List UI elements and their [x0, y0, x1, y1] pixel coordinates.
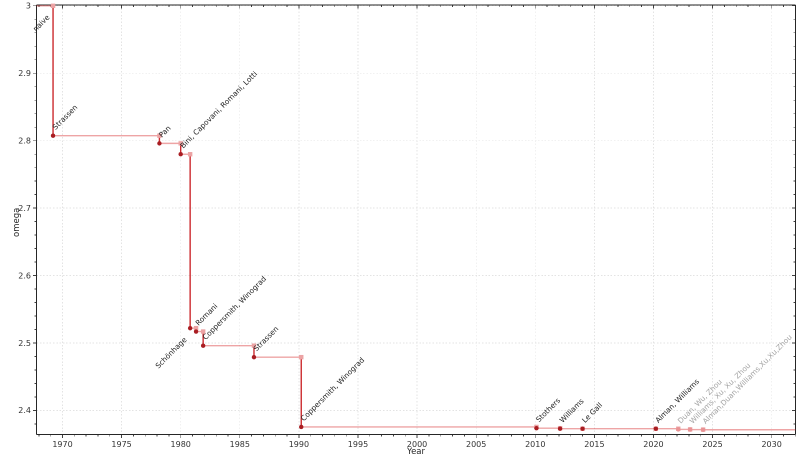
- point-label: Strassen: [51, 103, 80, 132]
- x-tick-label: 2025: [702, 440, 722, 449]
- y-tick-label: 3: [26, 2, 31, 11]
- step-corner-marker: [193, 325, 199, 331]
- y-tick-label: 2.7: [18, 204, 31, 213]
- data-point-marker: [251, 354, 257, 360]
- x-tick-label: 1995: [348, 440, 368, 449]
- point-label: naive: [31, 13, 52, 34]
- point-label: Williams, Xu, Xu, Zhou: [688, 361, 753, 426]
- x-tick-label: 2015: [584, 440, 604, 449]
- x-tick-label: 2030: [761, 440, 781, 449]
- x-tick-label: 1970: [52, 440, 72, 449]
- data-point-marker: [687, 427, 693, 432]
- step-corner-marker: [157, 133, 162, 138]
- y-tick-label: 2.4: [18, 406, 31, 415]
- y-tick-label: 2.6: [18, 271, 31, 280]
- data-point-marker: [157, 141, 162, 146]
- step-corner-marker: [251, 343, 257, 348]
- y-tick-label: 2.5: [18, 339, 31, 348]
- data-point-marker: [178, 152, 183, 157]
- x-tick-label: 2020: [643, 440, 663, 449]
- step-corner-marker: [187, 152, 193, 157]
- x-tick-label: 2000: [407, 440, 427, 449]
- point-label: Bini, Capovani, Romani, Lotti: [178, 69, 259, 150]
- data-point-marker: [299, 424, 304, 430]
- data-point-marker: [676, 427, 681, 432]
- x-tick-label: 1975: [111, 440, 131, 449]
- x-tick-label: 1985: [230, 440, 250, 449]
- y-axis-title: omega: [12, 207, 22, 237]
- step-corner-marker: [200, 329, 206, 334]
- data-point-marker: [200, 343, 206, 348]
- step-corner-marker: [299, 354, 304, 360]
- x-tick-label: 1990: [289, 440, 309, 449]
- x-tick-label: 2010: [525, 440, 545, 449]
- point-label: Strassen: [252, 324, 281, 353]
- data-point-marker: [653, 426, 659, 431]
- point-label: Schönhage: [154, 335, 189, 370]
- data-point-marker: [50, 133, 56, 138]
- x-axis-title: Year: [407, 447, 425, 457]
- data-point-marker: [557, 426, 563, 431]
- point-label: Coppersmith, Winograd: [299, 355, 366, 422]
- data-point-marker: [580, 426, 585, 431]
- x-tick-label: 1980: [171, 440, 191, 449]
- data-point-marker: [193, 329, 199, 334]
- data-point-marker: [534, 425, 539, 431]
- data-point-marker: [700, 427, 706, 432]
- step-corner-marker: [178, 141, 183, 146]
- y-tick-label: 2.8: [18, 136, 31, 145]
- y-tick-label: 2.9: [18, 69, 31, 78]
- data-point-marker: [187, 325, 193, 331]
- step-corner-marker: [50, 3, 56, 9]
- x-tick-label: 2005: [466, 440, 486, 449]
